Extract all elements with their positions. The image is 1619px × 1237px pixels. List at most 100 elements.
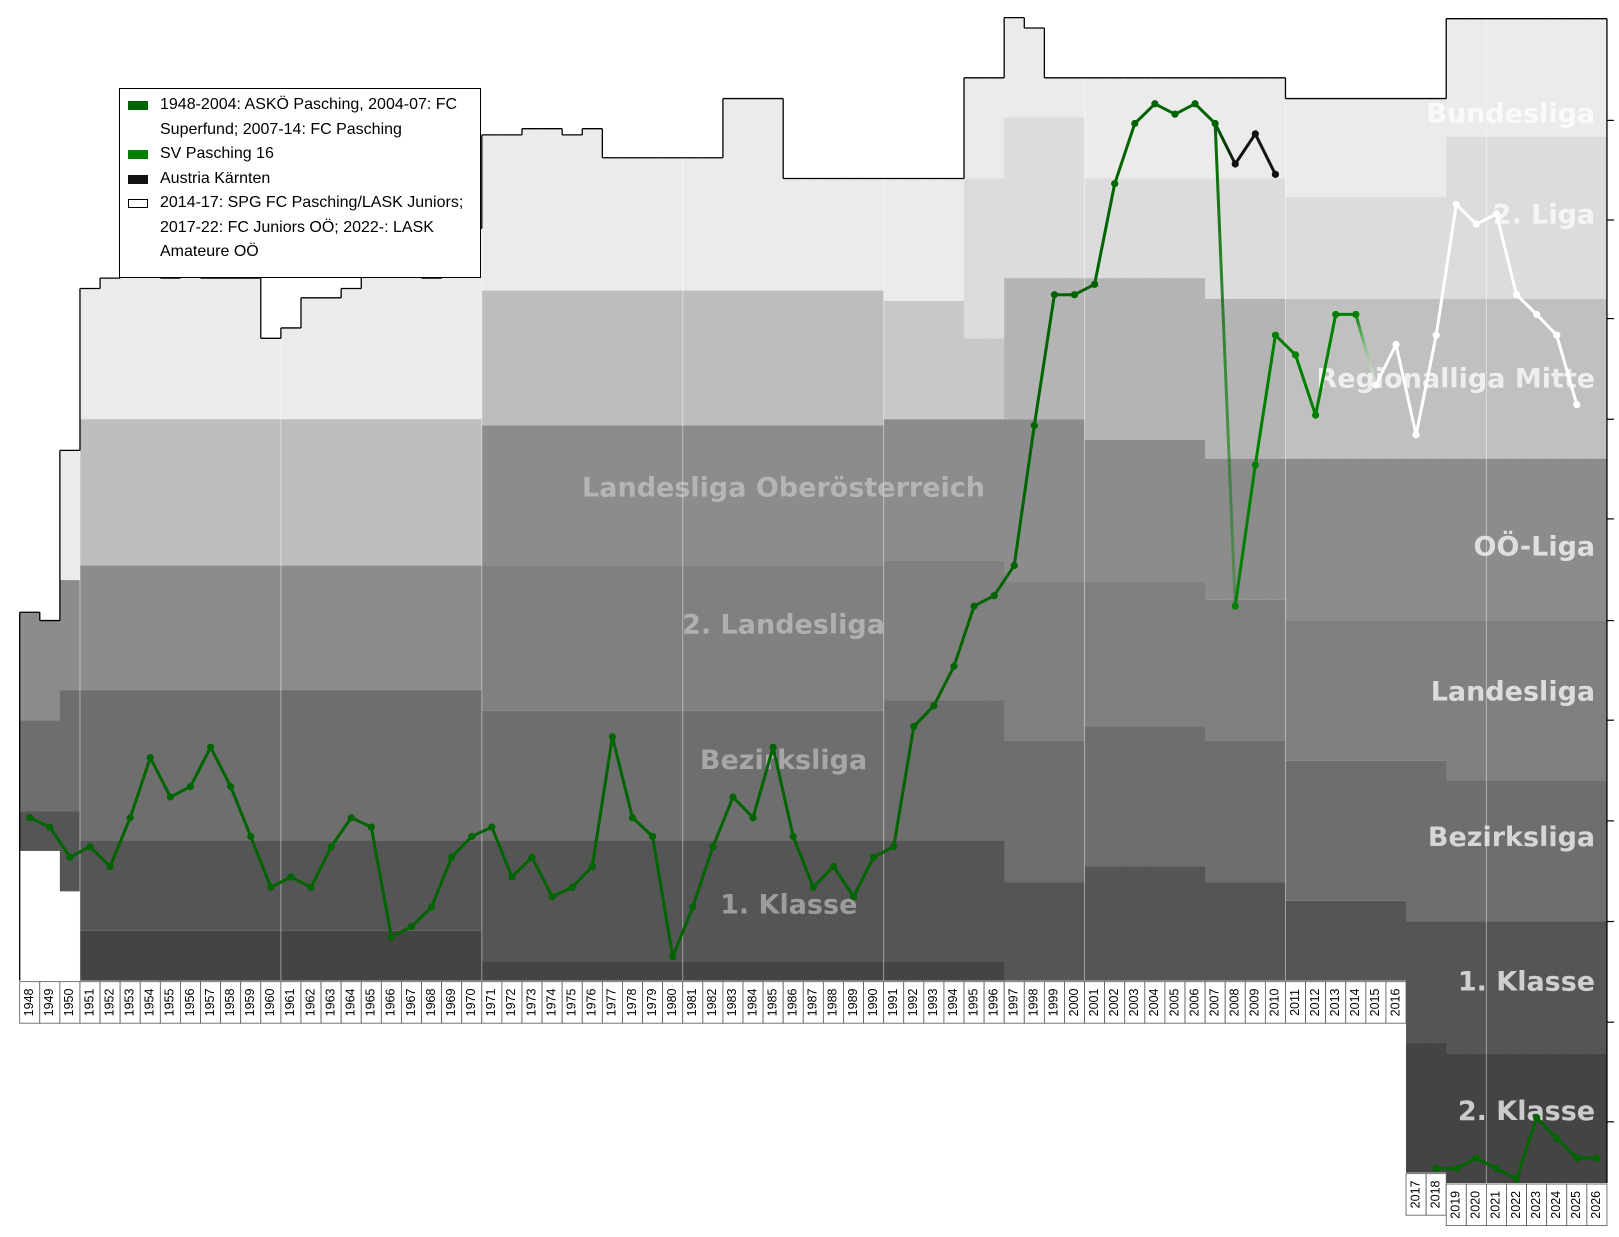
year-label: 1994 bbox=[946, 988, 960, 1016]
year-label: 1949 bbox=[42, 988, 56, 1016]
tier-band bbox=[300, 565, 322, 691]
year-label: 1984 bbox=[745, 988, 759, 1016]
tier-band bbox=[19, 612, 41, 721]
tier-band bbox=[1024, 740, 1045, 883]
tier-band bbox=[200, 690, 222, 841]
tier-band bbox=[1345, 458, 1367, 621]
tier-band bbox=[1586, 921, 1608, 1054]
tier-band bbox=[863, 710, 885, 841]
tier-band bbox=[1245, 458, 1266, 600]
tier-band bbox=[1104, 178, 1126, 279]
tier-band bbox=[1446, 18, 1467, 137]
tier-band bbox=[321, 297, 342, 420]
tier-band bbox=[481, 134, 503, 291]
tier-band bbox=[883, 840, 905, 962]
year-label: 2003 bbox=[1127, 988, 1141, 1016]
tier-band bbox=[1024, 117, 1045, 279]
series-point bbox=[1231, 160, 1239, 168]
tier-band bbox=[682, 425, 704, 566]
year-box bbox=[1385, 981, 1407, 1024]
tier-band bbox=[1185, 866, 1206, 981]
tier-band bbox=[783, 178, 804, 291]
tier-band bbox=[120, 565, 141, 691]
tier-band bbox=[1506, 921, 1527, 1054]
series-point bbox=[206, 743, 215, 751]
series-point bbox=[287, 873, 295, 881]
series-point bbox=[890, 843, 898, 851]
tier-band bbox=[1185, 581, 1206, 727]
year-label: 1969 bbox=[444, 988, 458, 1016]
tier-band bbox=[160, 930, 181, 981]
tier-band bbox=[843, 425, 864, 566]
tier-band bbox=[200, 930, 222, 981]
tier-band bbox=[280, 419, 302, 566]
series-point bbox=[1372, 381, 1380, 389]
tier-band bbox=[140, 419, 161, 566]
tier-band bbox=[481, 565, 503, 711]
tier-band bbox=[662, 290, 684, 426]
tier-band bbox=[240, 930, 262, 981]
tier-band bbox=[662, 565, 684, 711]
tier-band bbox=[59, 690, 81, 812]
series-point bbox=[709, 843, 717, 851]
series-point bbox=[1091, 280, 1099, 288]
tier-band bbox=[582, 290, 603, 426]
series-point bbox=[1030, 421, 1038, 430]
year-label: 1998 bbox=[1027, 988, 1041, 1016]
tier-band bbox=[1426, 98, 1447, 198]
legend-swatch bbox=[128, 101, 148, 110]
tier-band bbox=[1064, 117, 1085, 279]
series-point bbox=[1533, 1114, 1541, 1122]
tier-band bbox=[79, 419, 101, 566]
year-label: 1991 bbox=[886, 988, 900, 1016]
year-label: 2009 bbox=[1248, 988, 1262, 1016]
tier-band bbox=[100, 278, 121, 420]
series-point bbox=[367, 823, 375, 831]
tier-band bbox=[1345, 620, 1367, 761]
tier-band bbox=[964, 700, 985, 841]
tier-band bbox=[1446, 921, 1467, 1054]
tier-band bbox=[742, 710, 764, 841]
tier-band bbox=[622, 157, 643, 291]
tier-band bbox=[923, 178, 945, 301]
tier-band bbox=[1024, 419, 1045, 582]
tier-band bbox=[521, 961, 543, 981]
tier-band bbox=[481, 425, 503, 566]
tier-band bbox=[200, 419, 222, 566]
tier-band bbox=[863, 961, 885, 981]
tier-band bbox=[100, 840, 121, 931]
tier-band bbox=[1104, 77, 1126, 179]
tier-band bbox=[401, 930, 422, 981]
series-point bbox=[1332, 310, 1340, 319]
tier-band bbox=[943, 840, 965, 962]
tier-band bbox=[602, 425, 623, 566]
year-label: 1993 bbox=[926, 988, 940, 1016]
tier-band bbox=[1406, 921, 1427, 1043]
tier-band bbox=[160, 419, 181, 566]
series-point bbox=[588, 862, 596, 871]
tier-band bbox=[1164, 178, 1186, 279]
series-point bbox=[1512, 1175, 1521, 1183]
tier-band bbox=[923, 840, 945, 962]
tier-band bbox=[1084, 178, 1106, 279]
series-point bbox=[1452, 1164, 1460, 1173]
tier-band bbox=[240, 690, 262, 841]
tier-band bbox=[1285, 458, 1306, 621]
tier-band bbox=[1265, 178, 1286, 299]
tier-band bbox=[1164, 866, 1186, 981]
tier-band bbox=[662, 710, 684, 841]
tier-band bbox=[1124, 77, 1146, 179]
tier-band bbox=[582, 710, 603, 841]
year-label: 1957 bbox=[203, 988, 217, 1016]
tier-band bbox=[1024, 278, 1045, 420]
tier-band bbox=[1164, 77, 1186, 179]
year-label: 2001 bbox=[1087, 988, 1101, 1016]
tier-band bbox=[702, 961, 724, 981]
tier-band bbox=[682, 157, 704, 291]
tier-band bbox=[1305, 98, 1327, 198]
tier-band bbox=[702, 425, 724, 566]
tier-band bbox=[1466, 458, 1487, 621]
series-point bbox=[608, 733, 616, 741]
series-point bbox=[1131, 119, 1139, 128]
